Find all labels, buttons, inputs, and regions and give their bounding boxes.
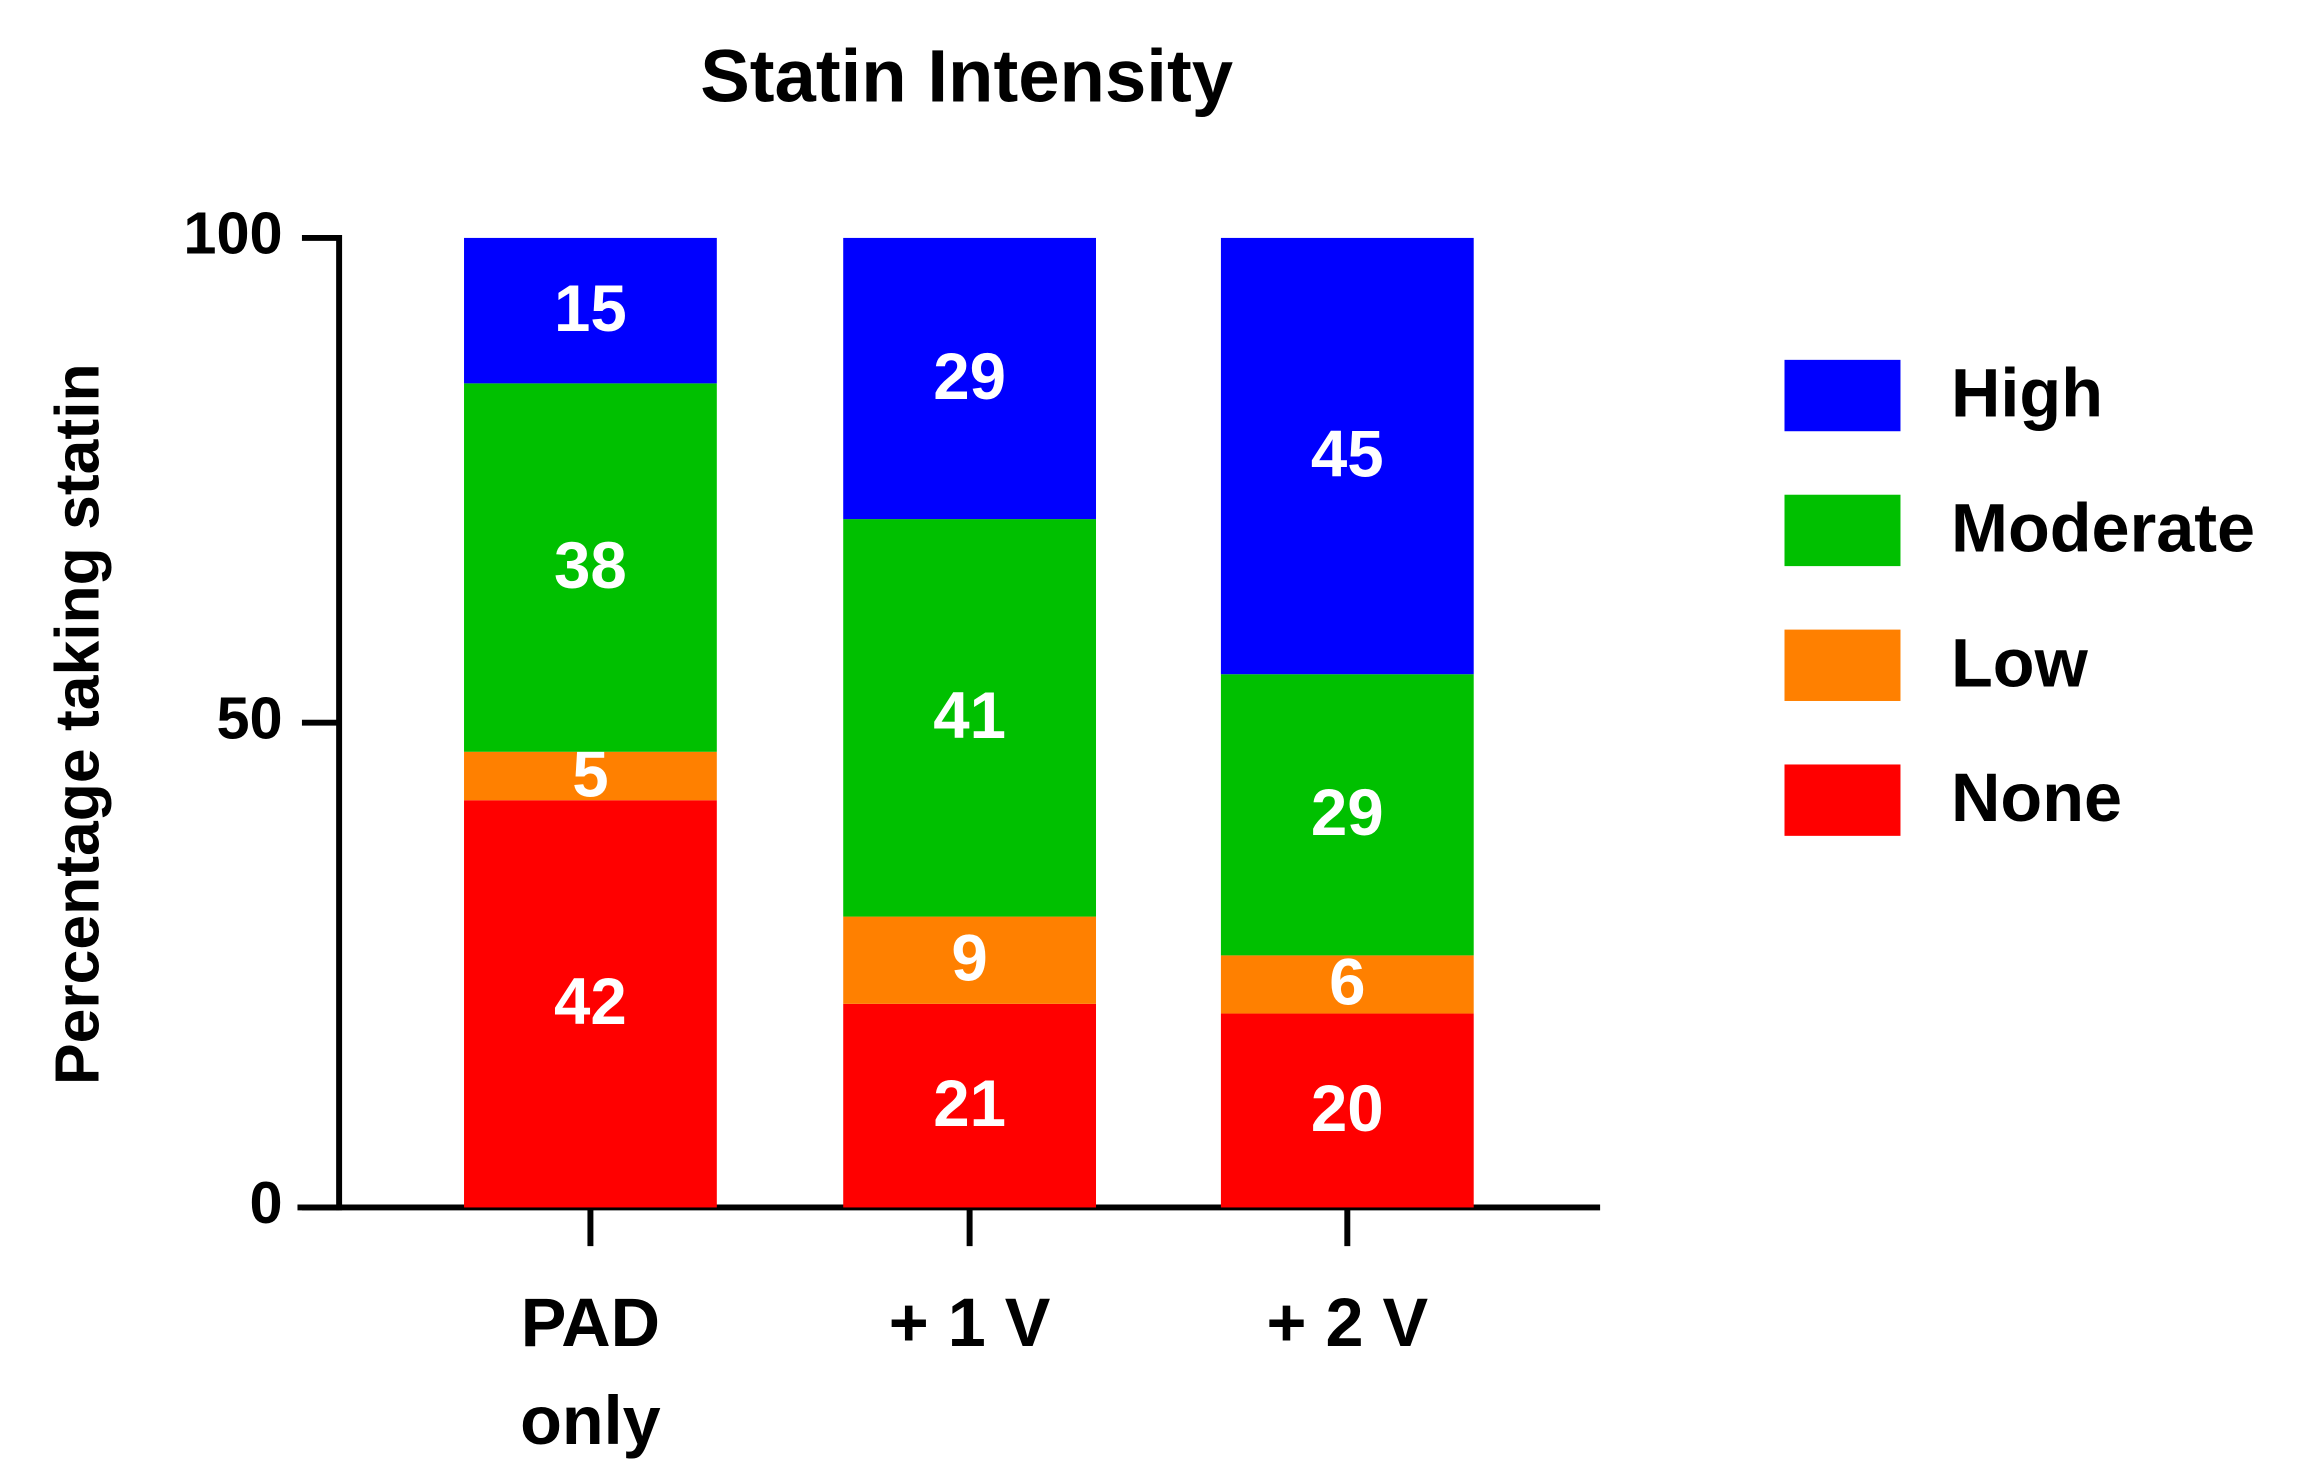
y-axis-label: Percentage taking statin — [42, 363, 112, 1085]
bar-segment — [1220, 237, 1474, 675]
data-label: 38 — [554, 529, 627, 602]
x-tick-label: PAD only — [520, 1285, 661, 1459]
legend-swatch — [1784, 629, 1901, 701]
data-label: 29 — [1311, 776, 1384, 849]
data-label: 45 — [1311, 417, 1384, 490]
data-label: 20 — [1311, 1072, 1384, 1145]
bar-segment — [464, 800, 717, 1208]
legend-label: High — [1951, 356, 2103, 432]
x-tick-label: + 1 V — [889, 1285, 1051, 1361]
bar-segment — [464, 237, 717, 384]
bar-segment — [843, 916, 1097, 1004]
bar-segment — [843, 1003, 1097, 1208]
legend-swatch — [1784, 494, 1901, 567]
data-label: 6 — [1329, 946, 1365, 1019]
legend-swatch — [1784, 359, 1901, 432]
data-label: 15 — [554, 272, 627, 345]
bar-segment — [843, 519, 1097, 917]
bar-segment — [1220, 674, 1474, 956]
bar-segment — [464, 383, 717, 752]
data-label: 21 — [933, 1067, 1006, 1140]
legend-label: None — [1951, 760, 2122, 836]
chart-title: Statin Intensity — [700, 34, 1233, 117]
bar-segment — [1220, 1013, 1474, 1208]
y-tick-label: 0 — [250, 1169, 283, 1236]
x-tick-label: + 2 V — [1267, 1285, 1429, 1361]
legend-label: Moderate — [1951, 490, 2255, 566]
y-tick-label: 100 — [183, 200, 282, 267]
bar-segment — [843, 237, 1097, 520]
data-label: 42 — [554, 965, 627, 1038]
legend-swatch — [1784, 764, 1901, 836]
bar-segment — [464, 751, 717, 801]
data-label: 9 — [951, 921, 987, 994]
y-tick-label: 50 — [216, 684, 282, 751]
legend-label: Low — [1951, 625, 2089, 701]
data-label: 29 — [933, 340, 1006, 413]
bar-segment — [1220, 955, 1474, 1014]
data-label: 41 — [933, 679, 1006, 752]
